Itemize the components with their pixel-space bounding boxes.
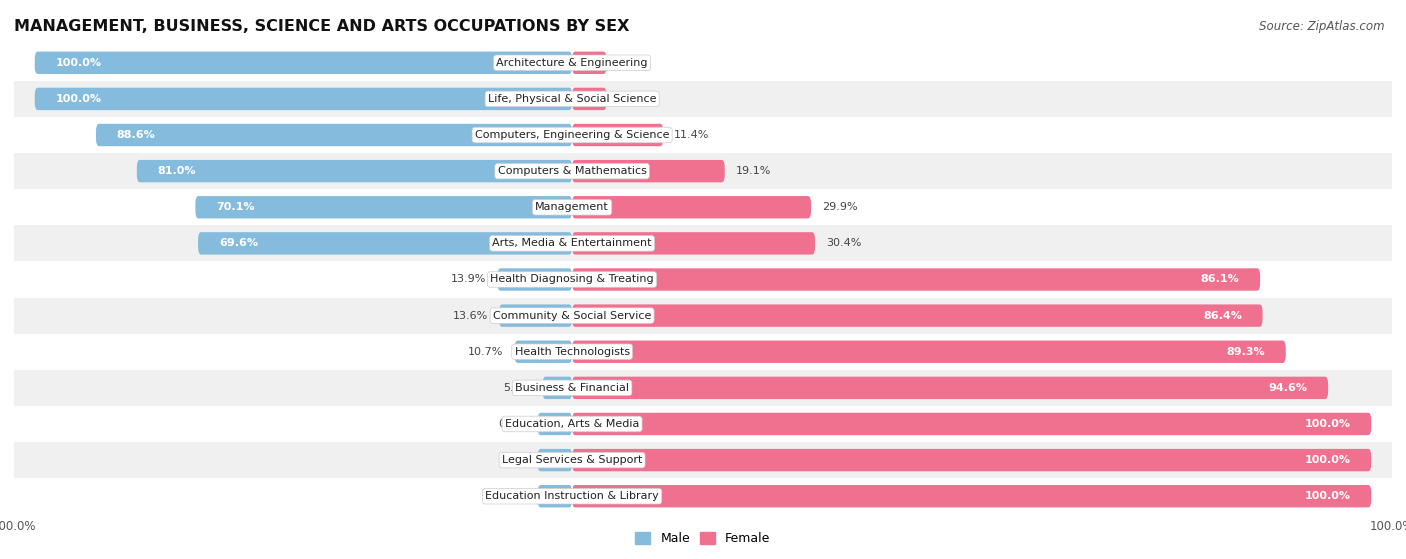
Legend: Male, Female: Male, Female <box>630 527 776 550</box>
FancyBboxPatch shape <box>572 196 811 219</box>
Text: 100.0%: 100.0% <box>1305 491 1351 501</box>
Text: 100.0%: 100.0% <box>55 94 101 104</box>
FancyBboxPatch shape <box>195 196 572 219</box>
Text: Source: ZipAtlas.com: Source: ZipAtlas.com <box>1260 20 1385 32</box>
Text: Computers & Mathematics: Computers & Mathematics <box>498 166 647 176</box>
Text: Legal Services & Support: Legal Services & Support <box>502 455 643 465</box>
FancyBboxPatch shape <box>572 305 1263 327</box>
FancyBboxPatch shape <box>572 88 606 110</box>
Text: Health Technologists: Health Technologists <box>515 347 630 357</box>
Text: 30.4%: 30.4% <box>827 238 862 248</box>
FancyBboxPatch shape <box>35 51 572 74</box>
FancyBboxPatch shape <box>572 485 1371 508</box>
Text: 13.9%: 13.9% <box>451 274 486 285</box>
Text: 29.9%: 29.9% <box>823 202 858 212</box>
Text: 94.6%: 94.6% <box>1268 383 1308 393</box>
FancyBboxPatch shape <box>537 485 572 508</box>
Text: Education Instruction & Library: Education Instruction & Library <box>485 491 659 501</box>
Text: 11.4%: 11.4% <box>675 130 710 140</box>
FancyBboxPatch shape <box>572 340 1285 363</box>
Bar <box>14 406 1392 442</box>
Text: 0.0%: 0.0% <box>498 491 527 501</box>
FancyBboxPatch shape <box>198 232 572 254</box>
Text: Architecture & Engineering: Architecture & Engineering <box>496 58 648 68</box>
Bar <box>14 334 1392 370</box>
Bar <box>14 153 1392 189</box>
Text: Health Diagnosing & Treating: Health Diagnosing & Treating <box>491 274 654 285</box>
Text: 100.0%: 100.0% <box>1305 455 1351 465</box>
Bar <box>14 225 1392 262</box>
Text: 100.0%: 100.0% <box>55 58 101 68</box>
Text: 0.0%: 0.0% <box>617 94 645 104</box>
FancyBboxPatch shape <box>572 377 1329 399</box>
Bar <box>14 81 1392 117</box>
Bar <box>14 442 1392 478</box>
Text: Life, Physical & Social Science: Life, Physical & Social Science <box>488 94 657 104</box>
Text: 69.6%: 69.6% <box>219 238 257 248</box>
FancyBboxPatch shape <box>35 88 572 110</box>
Text: 13.6%: 13.6% <box>453 311 488 321</box>
FancyBboxPatch shape <box>96 124 572 146</box>
Text: Business & Financial: Business & Financial <box>515 383 628 393</box>
Text: Management: Management <box>536 202 609 212</box>
Bar <box>14 117 1392 153</box>
Text: Computers, Engineering & Science: Computers, Engineering & Science <box>475 130 669 140</box>
Bar <box>14 370 1392 406</box>
Bar <box>14 189 1392 225</box>
Text: 70.1%: 70.1% <box>217 202 254 212</box>
Text: Education, Arts & Media: Education, Arts & Media <box>505 419 640 429</box>
Bar <box>14 262 1392 297</box>
FancyBboxPatch shape <box>572 124 664 146</box>
FancyBboxPatch shape <box>572 449 1371 471</box>
Text: 10.7%: 10.7% <box>468 347 503 357</box>
Text: 0.0%: 0.0% <box>498 455 527 465</box>
FancyBboxPatch shape <box>537 449 572 471</box>
Text: 81.0%: 81.0% <box>157 166 195 176</box>
Text: 0.0%: 0.0% <box>498 419 527 429</box>
FancyBboxPatch shape <box>572 232 815 254</box>
FancyBboxPatch shape <box>498 268 572 291</box>
FancyBboxPatch shape <box>572 413 1371 435</box>
FancyBboxPatch shape <box>572 51 606 74</box>
Text: 19.1%: 19.1% <box>735 166 770 176</box>
Text: 89.3%: 89.3% <box>1226 347 1265 357</box>
Bar <box>14 45 1392 81</box>
FancyBboxPatch shape <box>572 268 1260 291</box>
Text: 100.0%: 100.0% <box>1305 419 1351 429</box>
FancyBboxPatch shape <box>515 340 572 363</box>
Text: MANAGEMENT, BUSINESS, SCIENCE AND ARTS OCCUPATIONS BY SEX: MANAGEMENT, BUSINESS, SCIENCE AND ARTS O… <box>14 19 630 34</box>
FancyBboxPatch shape <box>543 377 572 399</box>
Text: Community & Social Service: Community & Social Service <box>494 311 651 321</box>
Text: 0.0%: 0.0% <box>617 58 645 68</box>
FancyBboxPatch shape <box>136 160 572 182</box>
Text: 86.1%: 86.1% <box>1201 274 1240 285</box>
Bar <box>14 297 1392 334</box>
FancyBboxPatch shape <box>572 160 724 182</box>
Text: Arts, Media & Entertainment: Arts, Media & Entertainment <box>492 238 652 248</box>
Bar <box>14 478 1392 514</box>
Text: 86.4%: 86.4% <box>1204 311 1241 321</box>
Text: 5.5%: 5.5% <box>503 383 531 393</box>
FancyBboxPatch shape <box>537 413 572 435</box>
FancyBboxPatch shape <box>499 305 572 327</box>
Text: 88.6%: 88.6% <box>117 130 156 140</box>
